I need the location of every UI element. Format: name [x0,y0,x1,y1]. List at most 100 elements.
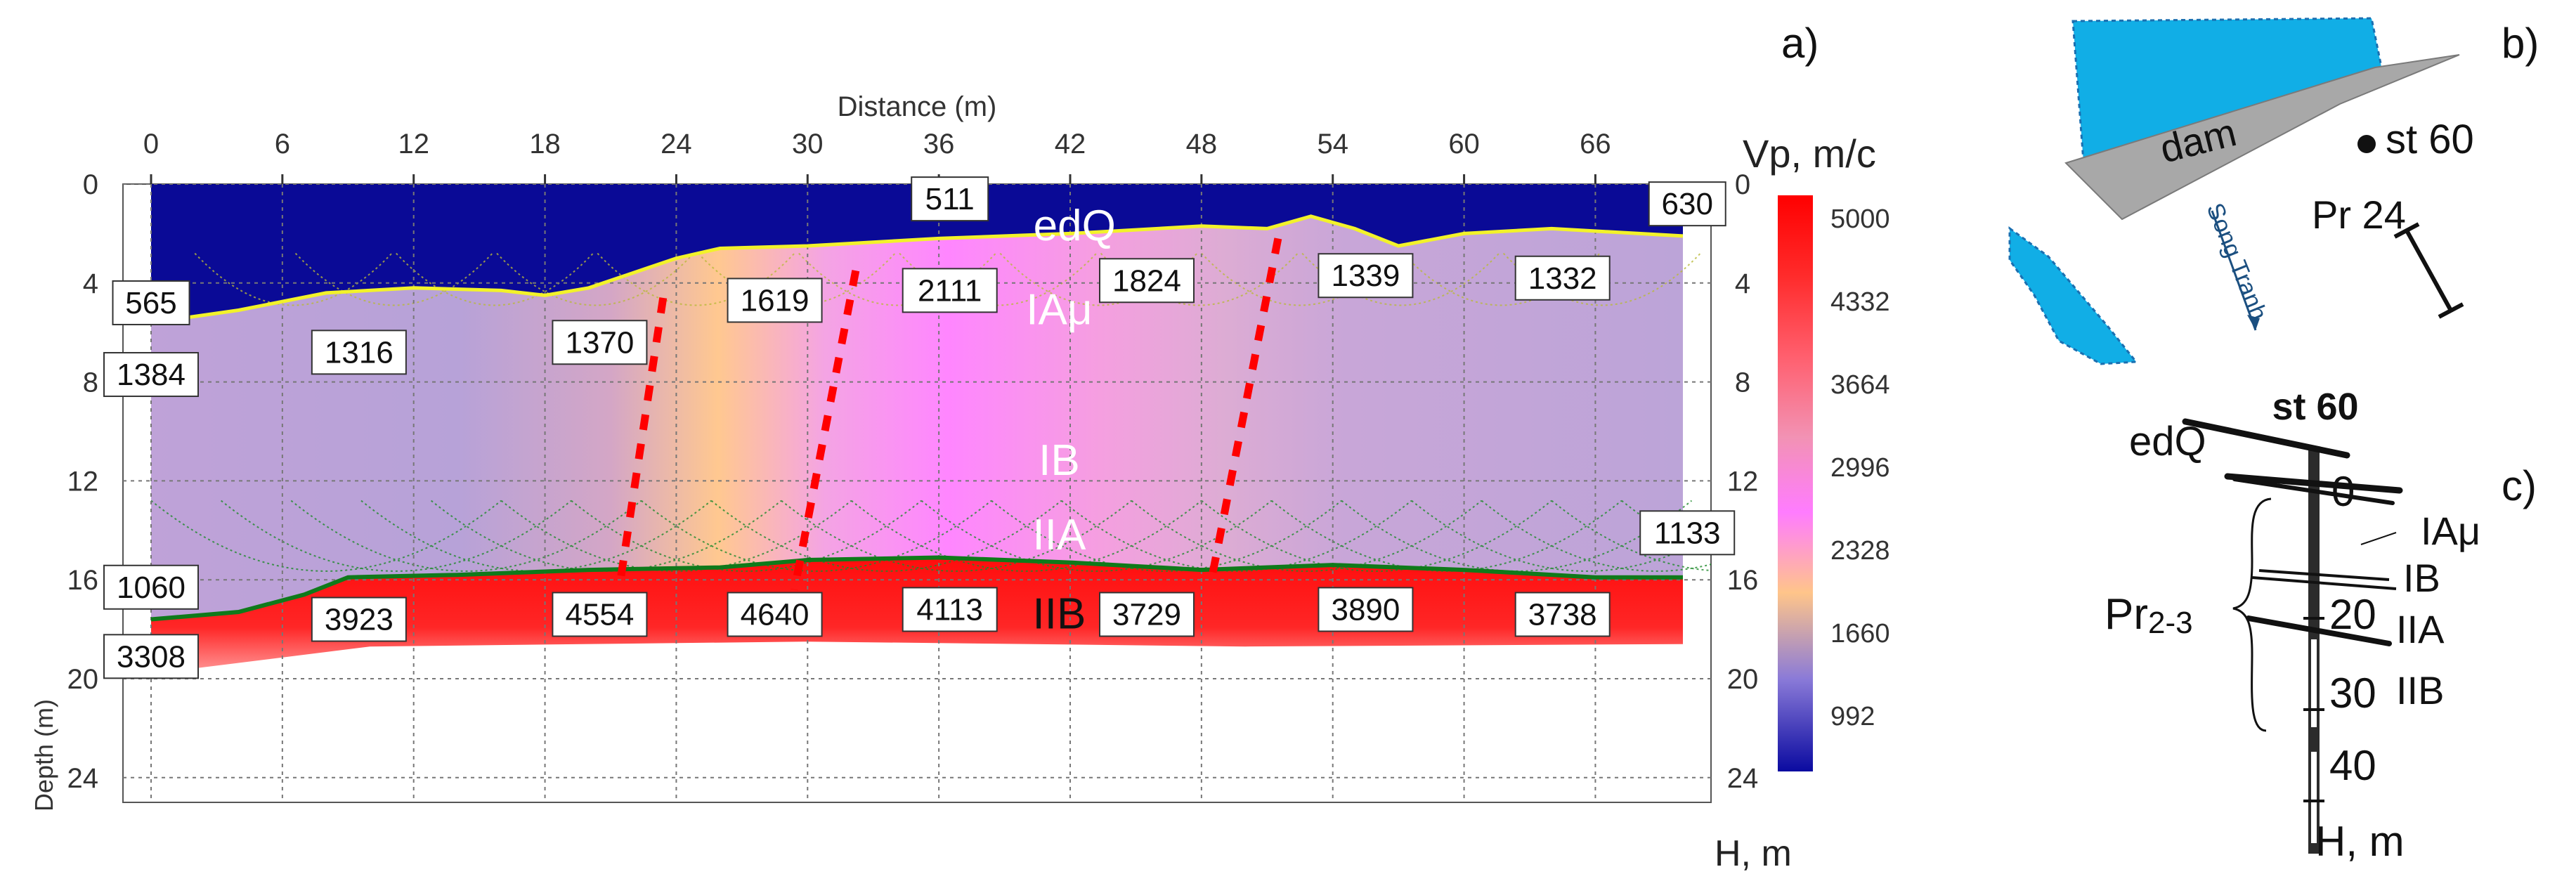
y-tick-label: 4 [83,268,98,299]
velocity-label-box [1514,255,1611,301]
velocity-label-value: 1133 [1654,516,1721,550]
y-axis-ticks-left: 0 4 8 12 16 20 24 [67,169,99,794]
edq-boundary-line [150,214,1684,325]
layer-names: edQ IAμ IB IIA IIB [1026,202,1116,639]
velocity-label-value: 2111 [918,273,982,308]
fault-line [616,297,668,588]
borehole-title: st 60 [2272,386,2358,428]
velocity-label-box [902,587,998,632]
x-axis-ticks: 0 6 12 18 24 30 36 42 48 54 60 66 [143,129,1611,184]
colorbar-title: Vp, m/c [1743,131,1876,176]
ray-path-upper [194,252,393,306]
colorbar-label: 992 [1830,702,1875,731]
ray-path-lower [221,500,572,572]
velocity-labels: 565 1384 1060 3308 1316 3923 1370 4554 1619 4640 5… [103,176,1736,679]
velocity-label-box [103,352,199,398]
y-tick-label: 24 [67,763,99,794]
velocity-label-box [311,330,407,375]
velocity-label-value: 630 [1662,187,1713,221]
station-label: st 60 [2386,117,2474,162]
velocity-label: 3890 [1318,587,1414,632]
y-tick-label-right: 0 [1735,169,1750,200]
borehole-edq-label: edQ [2129,419,2206,464]
velocity-label-box [103,564,199,610]
y-tick-label-right: 4 [1735,268,1750,299]
x-tick-label: 30 [792,129,824,159]
depth-label-0: 0 [2331,468,2355,515]
velocity-label-box [1318,253,1414,299]
depth-tick-marks [2303,617,2324,802]
borehole-boundaries [2182,418,2403,505]
x-tick-label: 42 [1055,129,1086,159]
y-tick-label: 20 [67,664,99,695]
velocity-label-value: 1370 [565,325,634,360]
velocity-label-box [311,597,407,642]
velocity-label: 3308 [103,634,199,679]
velocity-label-box [552,320,648,365]
borehole-core-light-2 [2311,752,2317,843]
right-axis-title: H, m [1715,833,1792,874]
y-tick-label-right: 12 [1727,466,1759,497]
station-marker-icon [2357,135,2376,153]
layer-name-label: IB [1039,436,1080,485]
y-axis-title: Depth (m) [30,699,58,811]
velocity-label: 3923 [311,597,407,642]
x-tick-label: 6 [275,129,290,159]
velocity-label-value: 3308 [117,639,186,674]
velocity-label-box [911,176,989,222]
river-label: Song Tranh [2201,200,2272,324]
y-tick-label: 0 [83,169,98,200]
colorbar-label: 5000 [1830,204,1890,234]
velocity-label-box [727,278,823,323]
profile-line-icon [2393,222,2464,319]
velocity-label-value: 1824 [1112,263,1181,298]
depth-unit-label: H, m [2315,818,2405,865]
velocity-label-value: 3923 [325,603,393,637]
layer-middle-fill [151,216,1683,620]
x-tick-label: 0 [143,129,159,159]
layer-name-label: IIB [1033,589,1086,638]
velocity-label-value: 1339 [1331,259,1400,293]
velocity-label: 630 [1648,181,1726,227]
ray-path-lower [1201,500,1552,572]
velocity-label-box [727,592,823,637]
velocity-label: 4640 [727,592,823,637]
colorbar-label: 2996 [1830,453,1890,483]
velocity-label-value: 3890 [1331,592,1400,627]
ray-path-lower [1411,500,1711,572]
colorbar-label: 1660 [1830,619,1890,648]
borehole-core-light [2311,639,2317,727]
profile-label: Pr 24 [2312,193,2406,237]
x-axis-title: Distance (m) [838,91,997,122]
y-tick-label: 16 [67,565,99,596]
edq-leader [2237,431,2277,443]
colorbar [1778,195,1813,771]
x-tick-label: 12 [398,129,429,159]
x-tick-label: 60 [1448,129,1480,159]
velocity-label-value: 3738 [1528,597,1597,632]
layer-name-label: IIA [1033,511,1086,559]
velocity-label: 1339 [1318,253,1414,299]
borehole-iia-boundary [2246,615,2392,646]
ray-path-lower [290,500,642,572]
velocity-label: 1619 [727,278,823,323]
velocity-label-value: 4554 [565,597,634,632]
ray-path-upper [294,252,493,306]
depth-label-40: 40 [2329,742,2376,789]
y-tick-label-right: 16 [1727,565,1759,596]
brace-icon [2232,497,2272,732]
velocity-label: 2111 [902,268,998,313]
velocity-label: 3729 [1099,592,1195,637]
river-flow-arrow [2211,210,2257,331]
panel-label-c: c) [2502,462,2537,509]
colorbar-labels: 5000 4332 3664 2996 2328 1660 992 [1830,204,1890,731]
velocity-label: 565 [112,280,190,325]
y-axis-ticks-right: 0 4 8 12 16 20 24 [1727,169,1759,794]
x-tick-label: 66 [1580,129,1611,159]
ray-path-lower [1481,500,1711,572]
velocity-label: 511 [911,176,989,222]
velocity-label-box [1648,181,1726,227]
depth-label-20: 20 [2329,591,2376,638]
y-tick-label-right: 8 [1735,367,1750,398]
